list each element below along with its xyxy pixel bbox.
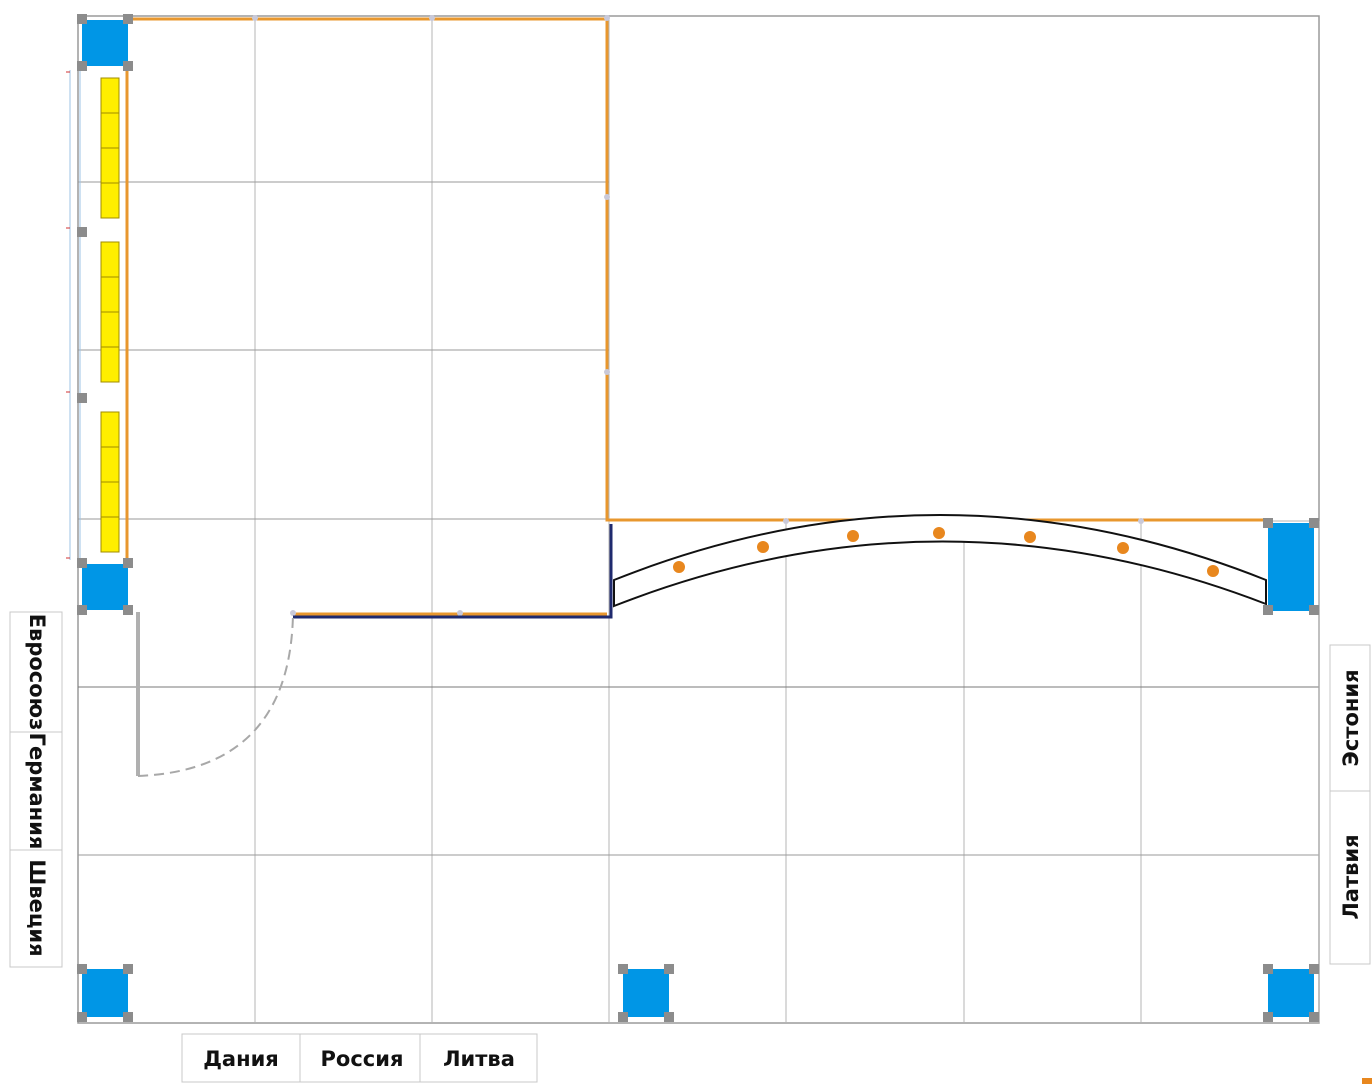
square-column-icon xyxy=(77,14,133,71)
label-bottom-denmark: Дания xyxy=(203,1047,279,1071)
square-column-icon xyxy=(77,558,133,615)
label-bottom-russia: Россия xyxy=(321,1047,404,1071)
square-column-icon xyxy=(1263,518,1319,615)
right-country-labels: Эстония Латвия xyxy=(1329,644,1371,965)
navy-wall xyxy=(293,524,613,619)
label-left-sweden: Швеция xyxy=(25,859,49,956)
round-spotlight-icon xyxy=(1207,565,1219,577)
bottom-country-labels: Дания Россия Литва xyxy=(181,1033,538,1083)
square-column-icon xyxy=(618,964,674,1022)
curved-counter xyxy=(613,514,1267,608)
orange-wall xyxy=(125,15,1270,616)
round-spotlight-icon xyxy=(757,541,769,553)
label-right-latvia: Латвия xyxy=(1339,834,1363,919)
round-spotlight-icon xyxy=(933,527,945,539)
label-left-eu: Евросоюз xyxy=(25,614,49,731)
left-edge-markers xyxy=(77,227,87,403)
yellow-panel-group xyxy=(100,241,120,383)
yellow-panel-group xyxy=(100,411,120,553)
corner-orange-mark xyxy=(1362,1078,1372,1084)
left-glass-edge xyxy=(66,70,81,560)
label-left-germany: Германия xyxy=(25,733,49,850)
label-bottom-lithuania: Литва xyxy=(443,1047,515,1071)
yellow-panel-group xyxy=(100,77,120,219)
round-spotlight-icon xyxy=(673,561,685,573)
square-column-icon xyxy=(77,964,133,1022)
round-spotlight-icon xyxy=(1024,531,1036,543)
left-country-labels: Евросоюз Германия Швеция xyxy=(9,611,63,968)
door xyxy=(136,612,294,777)
round-spotlight-icon xyxy=(847,530,859,542)
round-spotlight-icon xyxy=(1117,542,1129,554)
label-right-estonia: Эстония xyxy=(1339,669,1363,766)
spotlights xyxy=(673,527,1219,577)
columns xyxy=(77,14,1319,1022)
square-column-icon xyxy=(1263,964,1319,1022)
yellow-panels xyxy=(100,77,120,553)
